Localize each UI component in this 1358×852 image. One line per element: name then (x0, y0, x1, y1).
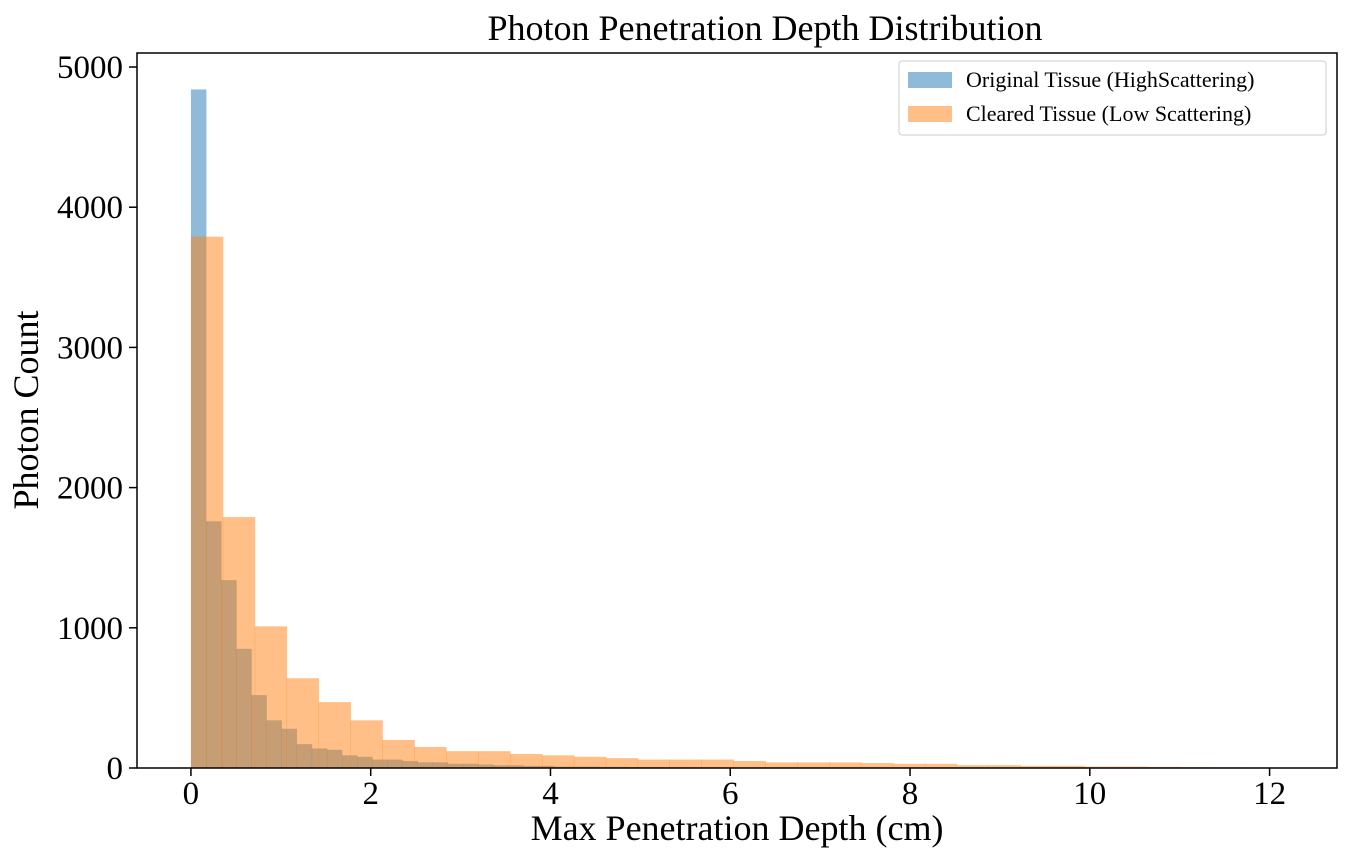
y-tick-label: 2000 (57, 471, 123, 507)
bar-cleared (222, 517, 256, 768)
bar-cleared (956, 765, 990, 768)
x-axis-label: Max Penetration Depth (cm) (531, 808, 944, 848)
legend-label-cleared: Cleared Tissue (Low Scattering) (966, 101, 1251, 126)
y-tick-label: 3000 (57, 330, 123, 366)
bar-cleared (478, 751, 511, 768)
bars-group (190, 89, 1309, 768)
ticks-group: 0 2 4 6 8 10 12 0 1000 2000 3000 4000 5000 (57, 50, 1286, 812)
x-tick-label: 2 (362, 776, 379, 812)
bar-cleared (797, 762, 830, 768)
bar-cleared (733, 760, 766, 768)
bar-cleared (1020, 765, 1053, 768)
bar-cleared (765, 762, 798, 768)
legend-label-original: Original Tissue (HighScattering) (966, 67, 1254, 92)
bar-cleared (861, 763, 894, 768)
bar-cleared (1052, 765, 1085, 768)
bar-cleared (382, 739, 415, 768)
x-tick-label: 8 (902, 776, 919, 812)
bar-cleared (892, 763, 926, 768)
bar-cleared (254, 626, 288, 768)
bar-cleared (446, 751, 479, 768)
x-tick-label: 6 (722, 776, 739, 812)
bar-cleared (350, 720, 383, 768)
bar-cleared (190, 236, 224, 768)
legend: Original Tissue (HighScattering) Cleared… (898, 60, 1327, 136)
bar-cleared (829, 762, 862, 768)
y-tick-label: 1000 (57, 611, 123, 647)
bar-cleared (414, 746, 447, 768)
x-tick-label: 4 (542, 776, 559, 812)
y-tick-label: 5000 (57, 50, 123, 86)
bar-cleared (318, 702, 351, 768)
x-tick-label: 10 (1073, 776, 1106, 812)
bar-cleared (669, 759, 702, 768)
plot-frame (136, 52, 1338, 769)
bar-cleared (988, 765, 1021, 768)
chart-title: Photon Penetration Depth Distribution (488, 8, 1043, 48)
legend-swatch-cleared (908, 106, 952, 122)
x-tick-label: 12 (1253, 776, 1286, 812)
bar-cleared (541, 755, 575, 768)
legend-swatch-original (908, 72, 952, 88)
bar-cleared (701, 759, 734, 768)
y-axis-label: Photon Count (6, 310, 46, 509)
bar-cleared (573, 756, 607, 768)
bar-cleared (605, 758, 639, 768)
bar-cleared (637, 759, 670, 768)
bar-cleared (286, 678, 319, 768)
legend-box (898, 60, 1327, 136)
bar-cleared (510, 753, 543, 768)
x-tick-label: 0 (183, 776, 200, 812)
bar-cleared (924, 763, 958, 768)
y-tick-label: 0 (107, 751, 124, 787)
y-tick-label: 4000 (57, 190, 123, 226)
